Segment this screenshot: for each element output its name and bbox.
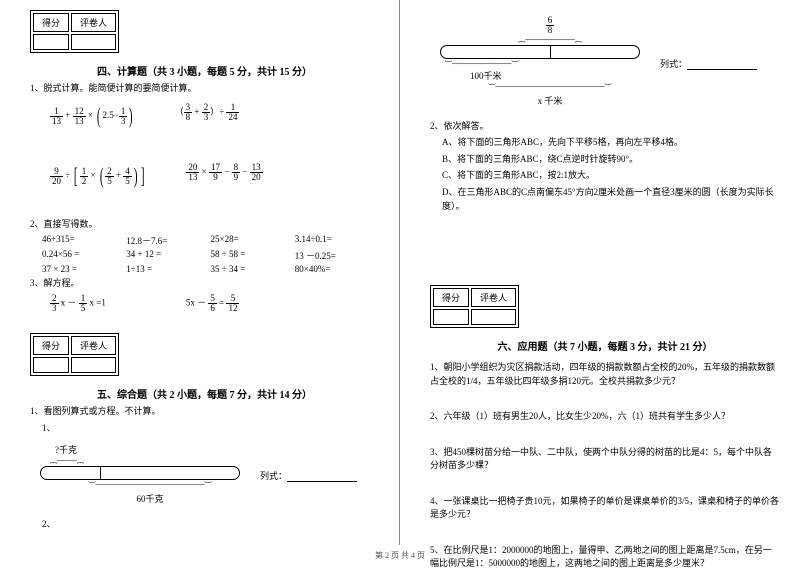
brace-diagram-60kg: ?千克 ︷────︷ ︸──────────────────────︸ 60千克 — [40, 443, 260, 505]
q5-1-2: 2、 — [42, 517, 379, 531]
app-q4: 4、一张课桌比一把椅子贵10元，如果椅子的单价是课桌单价的3/5，课桌和椅子的单… — [430, 495, 780, 522]
left-column: 得分 评卷人 四、计算题（共 3 小题，每题 5 分，共计 15 分） 1、脱式… — [0, 0, 400, 545]
q3-text: 3、解方程。 — [30, 276, 379, 290]
r-q2c: C、将下面的三角形ABC，按2:1放大。 — [442, 168, 780, 182]
score-box-6: 得分评卷人 — [430, 285, 519, 328]
brace-diagram-100km: 68 ︷──────────︷ ︸────────────︸ 100千米 ︸──… — [440, 16, 660, 107]
section-5-title: 五、综合题（共 2 小题，每题 7 分，共计 14 分） — [30, 386, 379, 401]
equations-row: 23 x － 15 x =1 5x － 56 = 512 — [50, 294, 379, 313]
r-q2d: D、在三角形ABC的C点南偏东45°方向2厘米处画一个直径3厘米的圆（长度为实际… — [442, 185, 780, 214]
answer-blank[interactable] — [687, 60, 757, 70]
section-6-title: 六、应用题（共 7 小题，每题 3 分，共计 21 分） — [430, 338, 780, 353]
grader-label: 评卷人 — [71, 13, 116, 32]
score-box: 得分 评卷人 — [30, 10, 119, 53]
mental-math-grid: 46+315=12.8－7.6=25×28=3.14÷0.1= 0.24×56 … — [42, 234, 379, 274]
section-4-title: 四、计算题（共 3 小题，每题 5 分，共计 15 分） — [30, 63, 379, 78]
calc-row-2: 920 ÷ [12 × (25 + 45)] 2013 × 179 − 89 −… — [50, 163, 379, 189]
score-label: 得分 — [33, 13, 69, 32]
score-box-5: 得分评卷人 — [30, 333, 119, 376]
r-q2b: B、将下面的三角形ABC，绕C点逆时针旋转90°。 — [442, 152, 780, 166]
formula-label: 列式： — [260, 471, 287, 481]
right-column: 68 ︷──────────︷ ︸────────────︸ 100千米 ︸──… — [400, 0, 800, 545]
q5-1-1: 1、 — [42, 421, 379, 435]
r-q2: 2、依次解答。 — [430, 119, 780, 133]
answer-blank[interactable] — [287, 472, 357, 482]
page-footer: 第 2 页 共 4 页 — [0, 550, 800, 561]
q5-1-text: 1、看图列算式或方程。不计算。 — [30, 404, 379, 418]
q1-text: 1、脱式计算。能简便计算的要简便计算。 — [30, 81, 379, 95]
calc-row-1: 113 + 1213 × (2.5−13) （38 + 23）÷ 124 — [50, 103, 379, 129]
r-q2a: A、将下面的三角形ABC，先向下平移5格，再向左平移4格。 — [442, 135, 780, 149]
q2-text: 2、直接写得数。 — [30, 217, 379, 231]
formula-label: 列式： — [660, 59, 687, 69]
app-q1: 1、朝阳小学组织为灾区捐款活动，四年级的捐款数额占全校的20%，五年级的捐款数额… — [430, 361, 780, 388]
app-q2: 2、六年级（1）班有男生20人，比女生少20%，六（1）班共有学生多少人？ — [430, 410, 780, 424]
app-q3: 3、把450棵树苗分给一中队、二中队，使两个中队分得的树苗的比是4：5，每个中队… — [430, 446, 780, 473]
